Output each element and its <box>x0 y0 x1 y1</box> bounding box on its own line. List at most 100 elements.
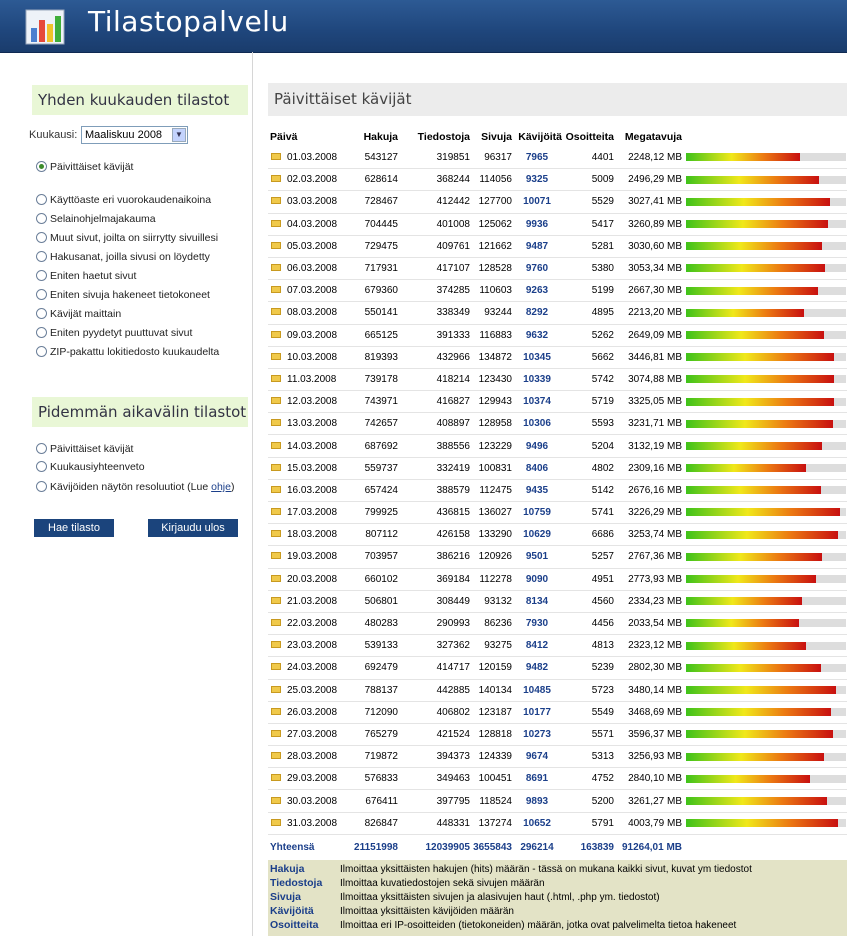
table-row: 12.03.2008 743971 416827 129943 10374 5719 332… <box>268 390 847 414</box>
cell-addresses: 5791 <box>562 812 614 835</box>
table-row: 10.03.2008 819393 432966 134872 10345 5662 344… <box>268 346 847 369</box>
option-referrers[interactable]: Muut sivut, joilta on siirrytty sivuille… <box>36 232 218 244</box>
logout-button[interactable]: Kirjaudu ulos <box>148 519 238 537</box>
cell-pages: 120159 <box>470 656 512 680</box>
table-row: 28.03.2008 719872 394373 124339 9674 5313 3256… <box>268 745 847 769</box>
cell-megabytes: 3226,29 MB <box>614 501 682 525</box>
option-top-pages[interactable]: Eniten haetut sivut <box>36 270 136 282</box>
cell-addresses: 5741 <box>562 501 614 525</box>
cell-pages: 137274 <box>470 812 512 835</box>
visitor-bar <box>686 508 840 517</box>
option-search-terms[interactable]: Hakusanat, joilla sivusi on löydetty <box>36 251 210 263</box>
legend-row: Osoitteita Ilmoittaa eri IP-osoitteiden (… <box>270 919 737 931</box>
cell-pages: 128818 <box>470 723 512 747</box>
option-visitors-by-country[interactable]: Kävijät maittain <box>36 308 121 320</box>
cell-visitors: 10339 <box>512 368 562 392</box>
visitor-bar-track <box>686 685 846 694</box>
cell-hits: 799925 <box>348 501 398 525</box>
fetch-stats-button[interactable]: Hae tilasto <box>34 519 114 537</box>
chevron-down-icon[interactable]: ▼ <box>172 128 186 142</box>
radio-icon[interactable] <box>36 232 47 243</box>
cell-date: 01.03.2008 <box>268 147 348 170</box>
cell-pages: 112278 <box>470 568 512 591</box>
cell-pages: 110603 <box>470 279 512 303</box>
radio-selected-icon[interactable] <box>36 161 47 172</box>
option-top-hosts[interactable]: Eniten sivuja hakeneet tietokoneet <box>36 289 210 301</box>
radio-icon[interactable] <box>36 461 47 472</box>
folder-icon <box>271 374 281 382</box>
radio-icon[interactable] <box>36 443 47 454</box>
cell-hits: 703957 <box>348 545 398 569</box>
help-link[interactable]: ohje <box>211 481 231 493</box>
option-usage-by-hour[interactable]: Käyttöaste eri vuorokaudenaikoina <box>36 194 211 206</box>
radio-icon[interactable] <box>36 327 47 338</box>
visitor-bar-track <box>686 819 846 828</box>
cell-megabytes: 3053,34 MB <box>614 257 682 281</box>
legend-row: Kävijöitä Ilmoittaa yksittäisten kävijöid… <box>270 905 514 917</box>
option-browser-distribution[interactable]: Selainohjelmajakauma <box>36 213 156 225</box>
visitor-bar <box>686 419 834 428</box>
visitor-bar <box>686 685 836 694</box>
visitor-bar <box>686 264 826 273</box>
cell-visitors: 10071 <box>512 190 562 214</box>
radio-icon[interactable] <box>36 194 47 205</box>
cell-megabytes: 2496,29 MB <box>614 168 682 192</box>
cell-date: 28.03.2008 <box>268 745 348 769</box>
option-longterm-daily[interactable]: Päivittäiset kävijät <box>36 443 133 455</box>
option-resolutions[interactable]: Kävijöiden näytön resoluutiot (Lue ohje) <box>36 481 234 493</box>
cell-addresses: 4560 <box>562 590 614 613</box>
radio-icon[interactable] <box>36 289 47 300</box>
cell-visitor-bar <box>682 168 847 192</box>
option-daily-visitors[interactable]: Päivittäiset kävijät <box>36 161 133 173</box>
option-zip-log[interactable]: ZIP-pakattu lokitiedosto kuukaudelta <box>36 346 219 358</box>
option-missing-pages[interactable]: Eniten pyydetyt puuttuvat sivut <box>36 327 192 339</box>
cell-date: 21.03.2008 <box>268 590 348 613</box>
cell-visitor-bar <box>682 479 847 503</box>
cell-pages: 93132 <box>470 590 512 613</box>
daily-stats-table: Päivä Hakuja Tiedostoja Sivuja Kävijöitä… <box>268 126 847 861</box>
option-monthly-summary[interactable]: Kuukausiyhteenveto <box>36 461 145 473</box>
cell-hits: 719872 <box>348 745 398 769</box>
table-row: 04.03.2008 704445 401008 125062 9936 5417 3260… <box>268 213 847 236</box>
radio-icon[interactable] <box>36 346 47 357</box>
cell-megabytes: 2649,09 MB <box>614 324 682 347</box>
cell-visitors: 8292 <box>512 301 562 325</box>
cell-date: 17.03.2008 <box>268 501 348 525</box>
radio-icon[interactable] <box>36 213 47 224</box>
folder-icon <box>271 707 281 715</box>
legend-row: Sivuja Ilmoittaa yksittäisten sivujen ja … <box>270 891 660 903</box>
cell-megabytes: 3480,14 MB <box>614 679 682 702</box>
cell-date: 08.03.2008 <box>268 301 348 325</box>
folder-icon <box>271 175 281 183</box>
cell-addresses: 5281 <box>562 235 614 258</box>
folder-icon <box>271 219 281 227</box>
cell-pages: 136027 <box>470 501 512 525</box>
folder-icon <box>271 330 281 338</box>
totals-label: Yhteensä <box>270 842 315 854</box>
table-row: 06.03.2008 717931 417107 128528 9760 5380 3053… <box>268 257 847 281</box>
cell-visitor-bar <box>682 457 847 480</box>
cell-files: 374285 <box>398 279 470 303</box>
cell-files: 416827 <box>398 390 470 414</box>
cell-date: 30.03.2008 <box>268 789 348 813</box>
folder-icon <box>271 419 281 427</box>
cell-addresses: 5571 <box>562 723 614 747</box>
cell-files: 319851 <box>398 147 470 170</box>
cell-files: 394373 <box>398 745 470 769</box>
radio-icon[interactable] <box>36 251 47 262</box>
cell-visitors: 10177 <box>512 701 562 724</box>
radio-icon[interactable] <box>36 270 47 281</box>
visitor-bar-track <box>686 197 846 206</box>
folder-icon <box>271 241 281 249</box>
radio-icon[interactable] <box>36 481 47 492</box>
col-header-addresses: Osoitteita <box>565 130 614 143</box>
col-header-files: Tiedostoja <box>417 130 470 143</box>
cell-megabytes: 2309,16 MB <box>614 457 682 480</box>
cell-addresses: 5529 <box>562 190 614 214</box>
cell-pages: 116883 <box>470 324 512 347</box>
month-select[interactable]: Maaliskuu 2008 ▼ <box>81 126 188 144</box>
visitor-bar <box>686 330 824 339</box>
radio-icon[interactable] <box>36 308 47 319</box>
cell-addresses: 5380 <box>562 257 614 281</box>
visitor-bar <box>686 752 825 761</box>
